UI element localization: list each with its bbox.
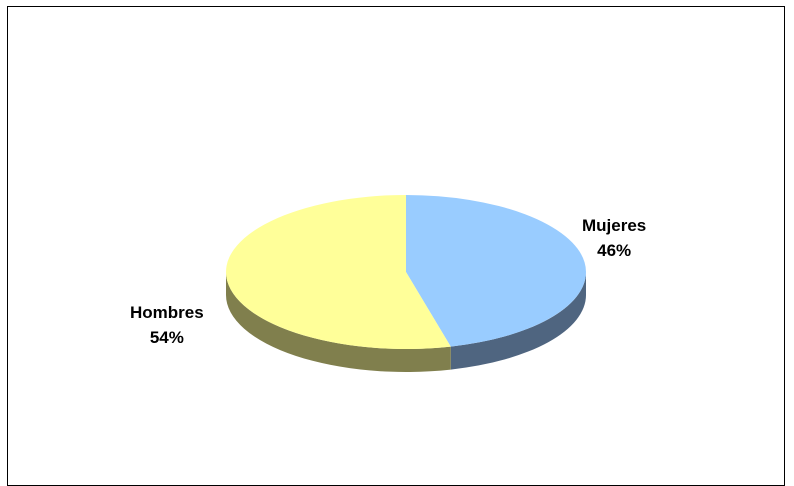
pie-slice-hombres: [225, 195, 451, 349]
slice-label-mujeres: Mujeres 46%: [582, 213, 646, 263]
category-label: Mujeres: [582, 216, 647, 235]
percent-label: 46%: [597, 241, 632, 260]
percent-label: 54%: [149, 328, 184, 347]
pie-slice-mujeres: [406, 195, 586, 347]
pie-side-hombres: [226, 272, 451, 372]
category-label: Hombres: [130, 303, 204, 322]
pie-side-mujeres: [450, 272, 586, 370]
slice-label-hombres: Hombres 54%: [130, 300, 204, 350]
